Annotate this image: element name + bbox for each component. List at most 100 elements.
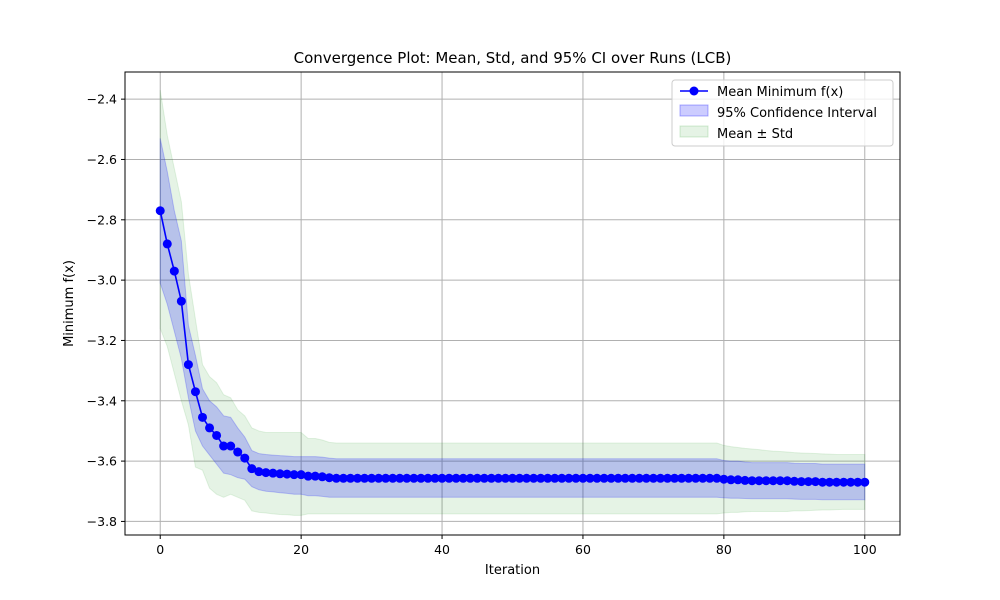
mean-marker — [515, 473, 525, 483]
mean-marker — [747, 476, 757, 486]
ci-band — [159, 138, 866, 501]
mean-marker — [712, 473, 722, 483]
mean-marker — [571, 473, 581, 483]
mean-marker — [853, 477, 863, 487]
mean-marker — [198, 412, 207, 422]
legend-swatch-mean-marker — [689, 86, 699, 96]
mean-marker — [289, 470, 299, 480]
mean-marker — [796, 477, 806, 487]
mean-marker — [648, 473, 658, 483]
x-tick-label: 0 — [156, 542, 164, 557]
y-tick-label: −3.8 — [87, 514, 117, 529]
y-tick-label: −3.0 — [87, 273, 117, 288]
mean-marker — [599, 473, 609, 483]
grid-lines — [125, 72, 900, 535]
mean-marker — [698, 473, 708, 483]
mean-marker — [155, 206, 165, 216]
mean-marker — [789, 476, 799, 486]
y-tick-label: −3.4 — [87, 393, 117, 408]
mean-marker — [219, 441, 229, 451]
chart-title: Convergence Plot: Mean, Std, and 95% CI … — [294, 49, 732, 67]
x-tick-label: 80 — [716, 542, 732, 557]
x-tick-label: 100 — [853, 542, 877, 557]
legend-label-std: Mean ± Std — [717, 127, 793, 142]
mean-marker — [846, 477, 856, 487]
x-tick-label: 40 — [434, 542, 450, 557]
mean-marker — [296, 470, 306, 480]
mean-marker — [162, 239, 172, 249]
mean-marker — [430, 473, 440, 483]
mean-marker — [282, 469, 292, 479]
x-axis-ticks: 0 20 40 60 80 100 — [156, 535, 877, 557]
mean-marker — [465, 473, 475, 483]
bands — [159, 90, 866, 516]
mean-marker — [641, 473, 651, 483]
mean-marker — [317, 472, 327, 482]
mean-marker — [529, 473, 539, 483]
mean-marker — [839, 477, 849, 487]
mean-marker — [536, 473, 546, 483]
legend-label-ci: 95% Confidence Interval — [717, 106, 877, 121]
mean-marker — [677, 473, 687, 483]
mean-marker — [500, 473, 510, 483]
plot-area-frame — [124, 71, 901, 536]
mean-marker — [176, 296, 186, 306]
legend-swatch-ci — [679, 104, 709, 117]
mean-marker — [775, 476, 785, 486]
mean-marker — [684, 473, 694, 483]
mean-marker — [832, 477, 842, 487]
mean-marker — [543, 473, 553, 483]
x-axis-title: Iteration — [485, 563, 540, 578]
mean-marker — [663, 473, 672, 483]
mean-marker — [345, 473, 355, 483]
mean-marker — [303, 471, 313, 481]
mean-marker — [360, 473, 370, 483]
mean-marker — [233, 447, 243, 457]
mean-marker — [458, 473, 468, 483]
y-tick-label: −2.6 — [87, 152, 117, 167]
mean-marker — [205, 423, 215, 433]
mean-marker — [190, 387, 200, 397]
mean-marker — [275, 469, 285, 479]
mean-marker — [451, 473, 461, 483]
mean-marker — [268, 468, 278, 478]
mean-marker — [578, 473, 588, 483]
mean-marker — [212, 430, 222, 440]
mean-marker — [395, 473, 405, 483]
mean-marker — [803, 477, 813, 487]
mean-marker — [719, 474, 729, 484]
mean-marker — [409, 473, 419, 483]
mean-marker — [388, 473, 398, 483]
x-tick-label: 60 — [575, 542, 591, 557]
mean-marker — [768, 476, 778, 486]
mean-marker — [818, 477, 827, 487]
mean-marker — [606, 473, 616, 483]
mean-marker — [402, 473, 412, 483]
mean-marker — [726, 475, 736, 485]
mean-marker — [557, 473, 567, 483]
mean-marker — [508, 473, 517, 483]
y-axis-title: Minimum f(x) — [62, 260, 77, 347]
mean-marker — [810, 477, 820, 487]
mean-marker — [761, 476, 771, 486]
mean-marker — [705, 473, 715, 483]
mean-marker — [169, 266, 179, 276]
mean-marker — [733, 475, 743, 485]
mean-marker — [247, 464, 257, 474]
mean-marker — [261, 468, 271, 478]
mean-marker — [782, 476, 792, 486]
mean-marker — [240, 453, 250, 463]
mean-marker — [367, 473, 377, 483]
y-tick-label: −3.2 — [87, 333, 117, 348]
legend: Mean Minimum f(x) 95% Confidence Interva… — [671, 79, 894, 147]
legend-swatch-std — [679, 125, 709, 138]
mean-marker — [353, 473, 362, 483]
mean-marker — [613, 473, 623, 483]
y-axis-ticks: −3.8 −3.6 −3.4 −3.2 −3.0 −2.8 −2.6 −2.4 — [87, 92, 125, 529]
mean-marker — [423, 473, 433, 483]
std-band — [159, 90, 866, 516]
mean-marker — [226, 441, 236, 451]
mean-marker — [416, 473, 426, 483]
mean-marker — [550, 473, 560, 483]
mean-marker — [493, 473, 503, 483]
